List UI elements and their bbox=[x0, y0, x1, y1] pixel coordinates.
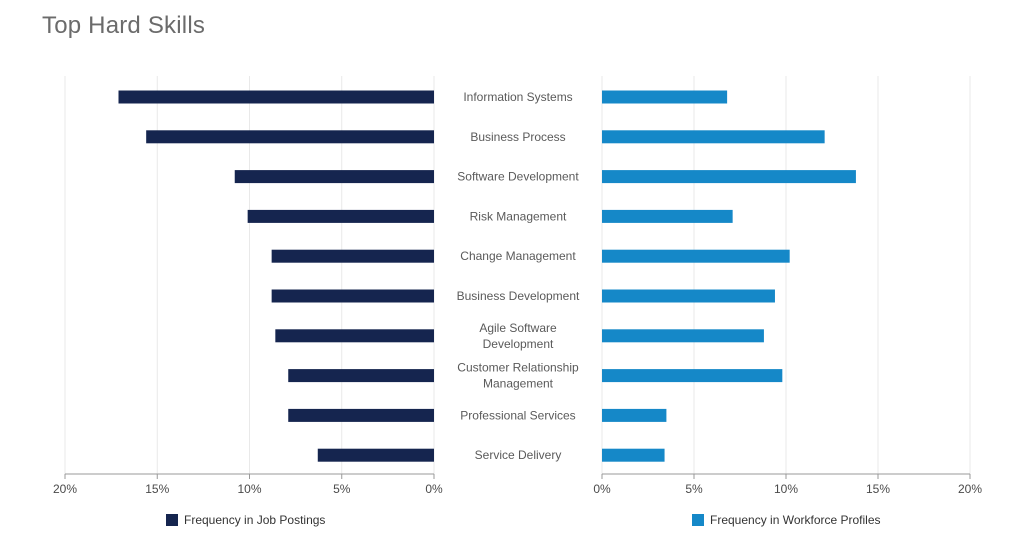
bar-workforce-profiles bbox=[602, 408, 667, 422]
bar-job-postings bbox=[247, 209, 434, 223]
left-tick-label: 0% bbox=[425, 482, 443, 496]
bar-workforce-profiles bbox=[602, 289, 775, 303]
bar-workforce-profiles bbox=[602, 369, 783, 383]
bar-job-postings bbox=[317, 448, 434, 462]
bar-workforce-profiles bbox=[602, 209, 733, 223]
left-tick-label: 15% bbox=[145, 482, 169, 496]
bar-job-postings bbox=[146, 130, 434, 144]
category-label: Professional Services bbox=[460, 408, 575, 422]
right-tick-label: 5% bbox=[685, 482, 703, 496]
legend-swatch-workforce-profiles bbox=[692, 514, 704, 526]
category-label: Service Delivery bbox=[475, 448, 562, 462]
left-tick-label: 20% bbox=[53, 482, 77, 496]
legend-job-postings: Frequency in Job Postings bbox=[166, 513, 325, 527]
bar-workforce-profiles bbox=[602, 448, 665, 462]
bar-job-postings bbox=[118, 90, 434, 104]
category-label: Risk Management bbox=[470, 209, 567, 223]
bar-job-postings bbox=[288, 408, 434, 422]
category-label: Business Development bbox=[457, 289, 580, 303]
chart-title: Top Hard Skills bbox=[42, 12, 206, 39]
left-tick-label: 5% bbox=[333, 482, 351, 496]
bar-job-postings bbox=[271, 289, 434, 303]
category-label: Information Systems bbox=[463, 90, 572, 104]
category-label: Agile Software bbox=[479, 321, 557, 335]
category-label: Customer Relationship bbox=[457, 361, 579, 375]
bar-workforce-profiles bbox=[602, 170, 856, 184]
right-tick-label: 10% bbox=[774, 482, 798, 496]
right-tick-label: 15% bbox=[866, 482, 890, 496]
category-label: Development bbox=[483, 337, 554, 351]
right-tick-label: 0% bbox=[593, 482, 611, 496]
left-tick-label: 10% bbox=[237, 482, 261, 496]
legend-swatch-job-postings bbox=[166, 514, 178, 526]
bar-job-postings bbox=[275, 329, 434, 343]
category-label: Management bbox=[483, 377, 554, 391]
bar-workforce-profiles bbox=[602, 329, 764, 343]
legend-label-workforce-profiles: Frequency in Workforce Profiles bbox=[710, 513, 881, 527]
bar-workforce-profiles bbox=[602, 249, 790, 263]
bar-workforce-profiles bbox=[602, 130, 825, 144]
right-tick-label: 20% bbox=[958, 482, 982, 496]
category-label: Software Development bbox=[457, 170, 579, 184]
bar-job-postings bbox=[288, 369, 434, 383]
category-label: Change Management bbox=[460, 249, 576, 263]
legend-label-job-postings: Frequency in Job Postings bbox=[184, 513, 326, 527]
bar-job-postings bbox=[234, 170, 434, 184]
bar-job-postings bbox=[271, 249, 434, 263]
legend-workforce-profiles: Frequency in Workforce Profiles bbox=[692, 513, 881, 527]
category-label: Business Process bbox=[470, 130, 565, 144]
bar-workforce-profiles bbox=[602, 90, 728, 104]
